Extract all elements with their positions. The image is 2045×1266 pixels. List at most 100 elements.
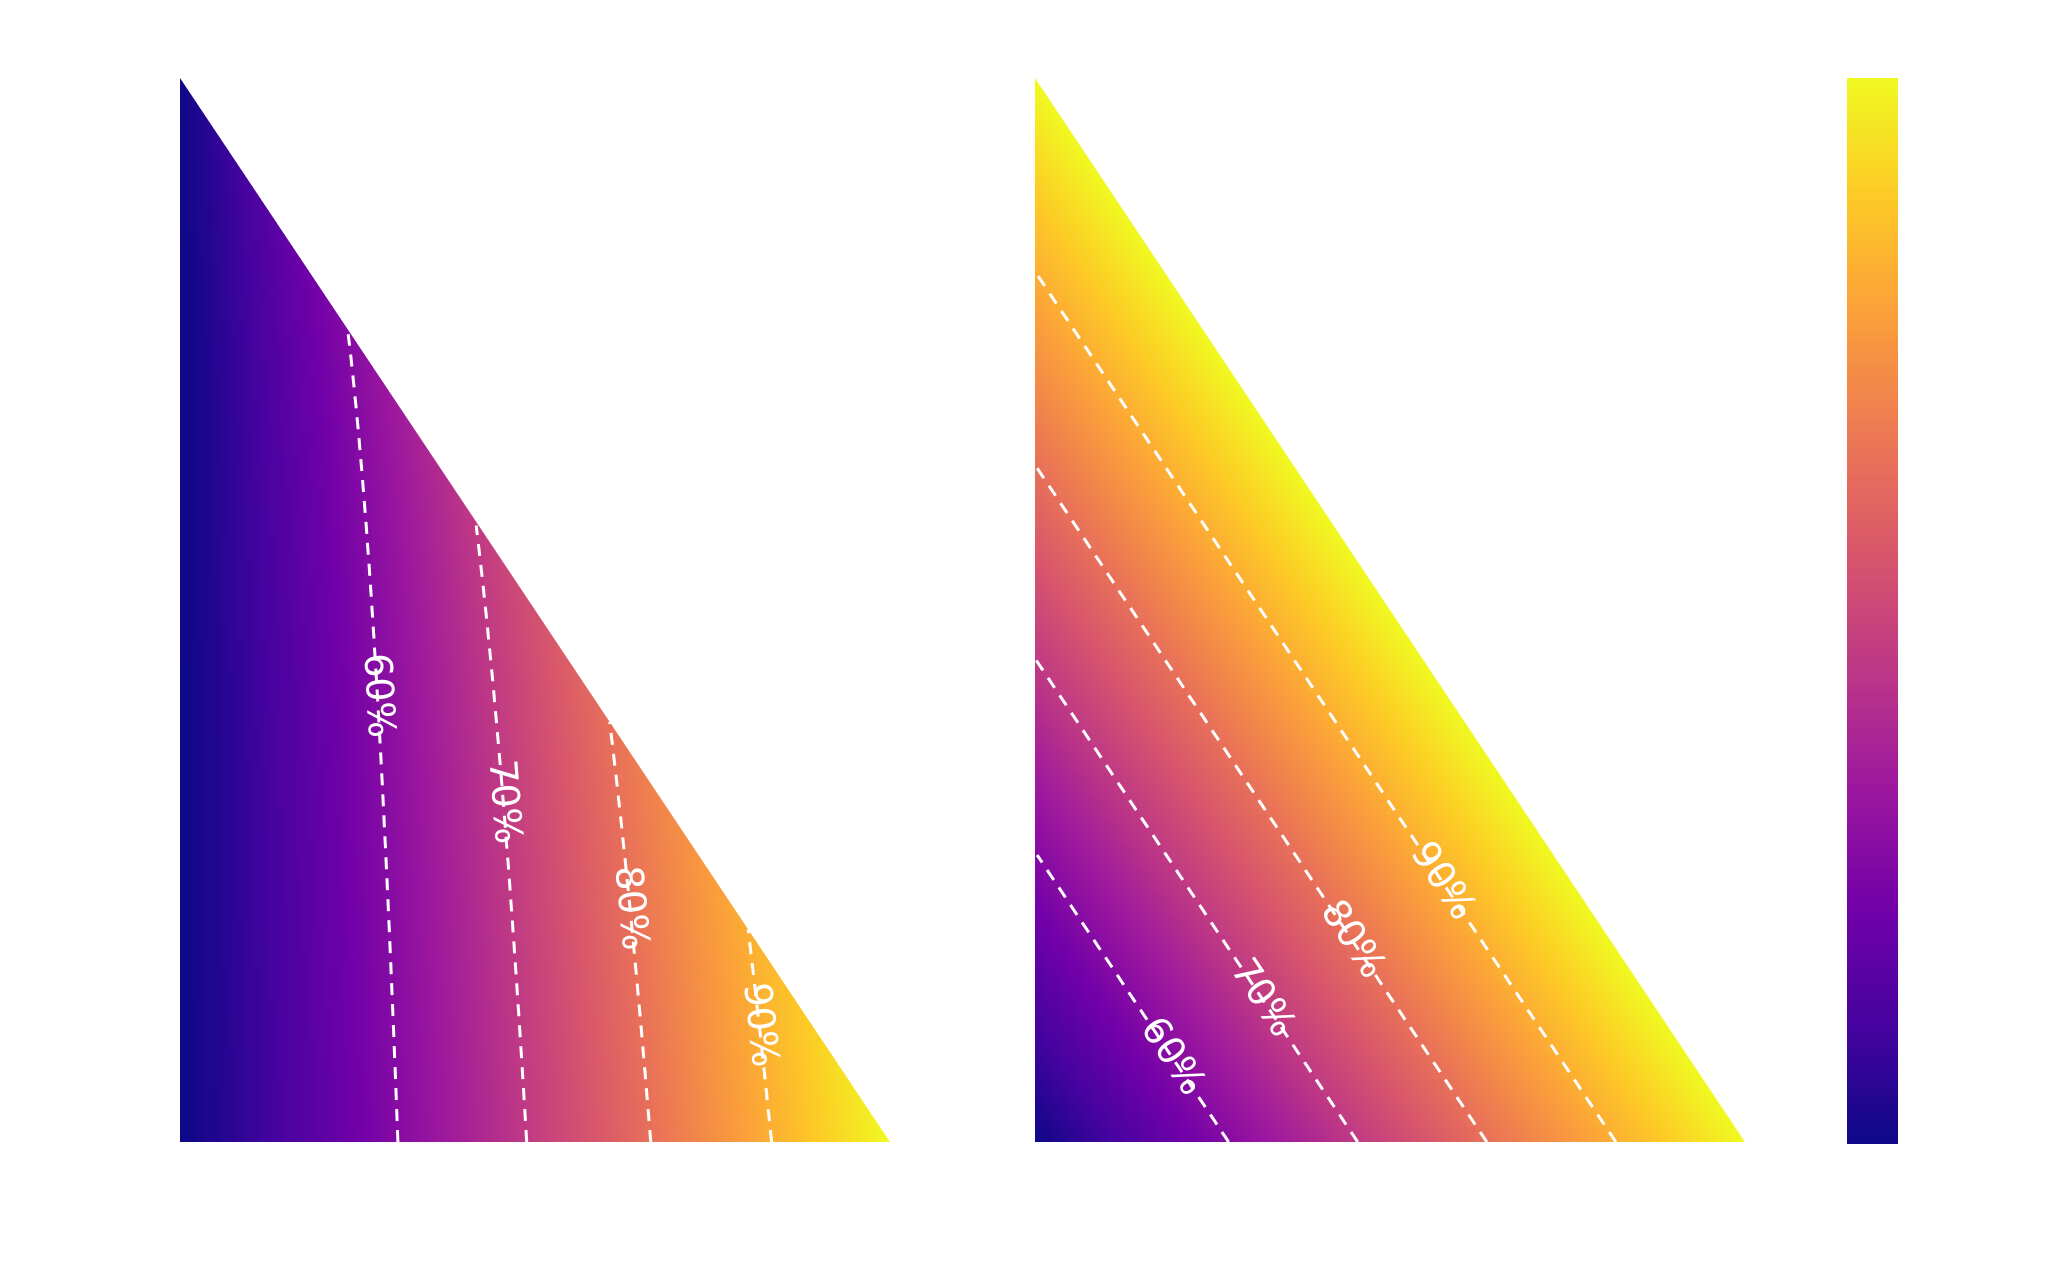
left-field-cell: [316, 398, 325, 407]
left-field-cell: [252, 1006, 261, 1015]
left-field-cell: [548, 878, 557, 887]
left-field-cell: [332, 702, 341, 711]
left-field-cell: [364, 1118, 373, 1127]
left-field-cell: [212, 934, 221, 943]
left-field-cell: [572, 782, 581, 791]
left-field-cell: [492, 646, 501, 655]
left-field-cell: [292, 662, 301, 671]
left-field-cell: [244, 958, 253, 967]
left-field-cell: [484, 966, 493, 975]
left-field-cell: [348, 1062, 357, 1071]
left-field-cell: [452, 534, 461, 543]
left-field-cell: [228, 886, 237, 895]
left-field-cell: [516, 942, 525, 951]
left-field-cell: [292, 1062, 301, 1071]
left-field-cell: [188, 990, 197, 999]
left-field-cell: [548, 662, 557, 671]
left-field-cell: [308, 710, 317, 719]
left-field-cell: [468, 822, 477, 831]
left-field-cell: [404, 678, 413, 687]
left-field-cell: [324, 718, 333, 727]
left-field-cell: [204, 1110, 213, 1119]
left-field-cell: [348, 846, 357, 855]
left-field-cell: [388, 862, 397, 871]
left-field-cell: [348, 606, 357, 615]
left-field-cell: [268, 342, 277, 351]
left-field-cell: [396, 854, 405, 863]
left-field-cell: [300, 486, 309, 495]
left-field-cell: [268, 230, 277, 239]
left-field-cell: [212, 822, 221, 831]
left-field-cell: [572, 1006, 581, 1015]
left-field-cell: [212, 670, 221, 679]
left-field-cell: [484, 814, 493, 823]
left-field-cell: [324, 710, 333, 719]
left-field-cell: [204, 558, 213, 567]
left-field-cell: [580, 1022, 589, 1031]
left-field-cell: [188, 158, 197, 167]
left-field-cell: [284, 582, 293, 591]
left-field-cell: [212, 734, 221, 743]
left-field-cell: [444, 470, 453, 479]
left-field-cell: [476, 950, 485, 959]
left-field-cell: [524, 726, 533, 735]
left-field-cell: [476, 1070, 485, 1079]
left-field-cell: [396, 1078, 405, 1087]
left-field-cell: [316, 990, 325, 999]
left-field-cell: [388, 646, 397, 655]
left-field-cell: [364, 902, 373, 911]
left-field-cell: [364, 990, 373, 999]
left-field-cell: [372, 406, 381, 415]
left-field-cell: [292, 1078, 301, 1087]
left-field-cell: [364, 1126, 373, 1135]
left-field-cell: [292, 446, 301, 455]
left-field-cell: [180, 222, 189, 231]
left-field-cell: [364, 358, 373, 367]
left-field-cell: [420, 534, 429, 543]
left-field-cell: [388, 974, 397, 983]
left-field-cell: [500, 638, 509, 647]
left-field-cell: [476, 1062, 485, 1071]
left-field-cell: [508, 942, 517, 951]
left-field-cell: [428, 678, 437, 687]
left-field-cell: [540, 1014, 549, 1023]
left-field-cell: [388, 958, 397, 967]
left-field-cell: [204, 318, 213, 327]
left-field-cell: [212, 606, 221, 615]
left-field-cell: [300, 318, 309, 327]
left-field-cell: [460, 894, 469, 903]
left-field-cell: [180, 462, 189, 471]
left-field-cell: [340, 510, 349, 519]
left-field-cell: [420, 430, 429, 439]
left-field-cell: [380, 1030, 389, 1039]
left-field-cell: [268, 358, 277, 367]
left-field-cell: [236, 894, 245, 903]
left-field-cell: [332, 478, 341, 487]
left-field-cell: [292, 286, 301, 295]
left-field-cell: [540, 990, 549, 999]
left-field-cell: [524, 894, 533, 903]
left-field-cell: [508, 1102, 517, 1111]
left-field-cell: [460, 950, 469, 959]
left-field-cell: [452, 918, 461, 927]
left-field-cell: [588, 1070, 597, 1079]
left-field-cell: [340, 1102, 349, 1111]
left-field-cell: [252, 862, 261, 871]
left-field-cell: [372, 454, 381, 463]
left-field-cell: [412, 998, 421, 1007]
left-field-cell: [340, 406, 349, 415]
left-field-cell: [588, 862, 597, 871]
left-field-cell: [292, 462, 301, 471]
left-field-cell: [268, 542, 277, 551]
left-field-cell: [220, 398, 229, 407]
left-field-cell: [260, 998, 269, 1007]
left-field-cell: [236, 166, 245, 175]
left-field-cell: [356, 910, 365, 919]
left-field-cell: [284, 862, 293, 871]
left-field-cell: [588, 894, 597, 903]
left-field-cell: [348, 350, 357, 359]
left-field-cell: [436, 974, 445, 983]
left-field-cell: [292, 718, 301, 727]
left-field-cell: [356, 1046, 365, 1055]
left-field-cell: [388, 798, 397, 807]
